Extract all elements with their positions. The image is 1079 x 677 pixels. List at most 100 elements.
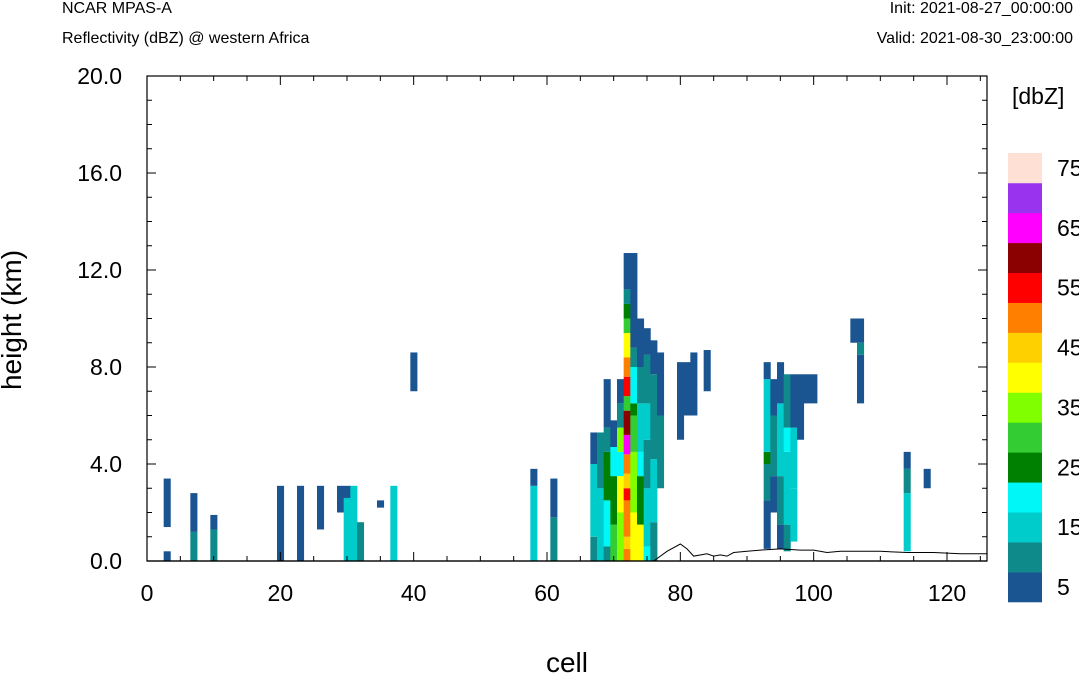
reflectivity-cell bbox=[590, 432, 598, 464]
colorbar-label: 65 bbox=[1057, 215, 1079, 241]
reflectivity-cell bbox=[850, 318, 858, 343]
colorbar-swatch bbox=[1008, 272, 1042, 303]
reflectivity-cell bbox=[703, 350, 711, 392]
reflectivity-cell bbox=[630, 415, 638, 452]
reflectivity-cell bbox=[763, 379, 771, 452]
reflectivity-cell bbox=[643, 546, 651, 561]
reflectivity-cell bbox=[650, 374, 658, 460]
reflectivity-cell bbox=[637, 524, 645, 561]
reflectivity-cell bbox=[623, 253, 631, 290]
colorbar-label: 75 bbox=[1057, 155, 1079, 181]
reflectivity-cell bbox=[623, 548, 631, 561]
reflectivity-cell bbox=[343, 485, 351, 498]
reflectivity-cell bbox=[617, 476, 625, 513]
colorbar-swatch bbox=[1008, 392, 1042, 423]
reflectivity-cell bbox=[630, 347, 638, 367]
reflectivity-cell bbox=[623, 434, 631, 455]
reflectivity-cell bbox=[623, 473, 631, 489]
reflectivity-cell bbox=[603, 500, 611, 547]
reflectivity-cell bbox=[763, 451, 771, 464]
reflectivity-cell bbox=[770, 415, 778, 477]
reflectivity-cell bbox=[350, 485, 358, 561]
x-tick-label: 20 bbox=[268, 580, 294, 606]
reflectivity-cell bbox=[617, 451, 625, 477]
reflectivity-cell bbox=[630, 367, 638, 404]
reflectivity-cell bbox=[770, 476, 778, 513]
terrain-profile bbox=[653, 543, 987, 562]
reflectivity-cell bbox=[623, 303, 631, 319]
valid-time: Valid: 2021-08-30_23:00:00 bbox=[876, 30, 1073, 47]
reflectivity-cell bbox=[610, 524, 618, 561]
reflectivity-cell bbox=[903, 493, 911, 552]
reflectivity-cell bbox=[623, 376, 631, 397]
model-name: NCAR MPAS-A bbox=[62, 0, 172, 17]
reflectivity-cell bbox=[763, 362, 771, 380]
colorbar-label: 35 bbox=[1057, 394, 1079, 420]
init-time: Init: 2021-08-27_00:00:00 bbox=[889, 0, 1073, 17]
colorbar-swatch bbox=[1008, 542, 1042, 573]
reflectivity-cell bbox=[783, 451, 791, 525]
reflectivity-cell bbox=[590, 464, 598, 537]
colorbar-swatch bbox=[1008, 512, 1042, 543]
reflectivity-cell bbox=[643, 439, 651, 489]
colorbar-title: [dbZ] bbox=[1012, 83, 1064, 109]
x-tick-label: 120 bbox=[928, 580, 966, 606]
reflectivity-cell bbox=[630, 403, 638, 416]
reflectivity-cell bbox=[637, 403, 645, 452]
reflectivity-cell bbox=[790, 374, 798, 428]
reflectivity-cell bbox=[410, 352, 418, 392]
x-tick-label: 40 bbox=[401, 580, 427, 606]
reflectivity-cell bbox=[617, 427, 625, 452]
reflectivity-cell bbox=[623, 333, 631, 358]
reflectivity-cell bbox=[623, 396, 631, 411]
y-tick-label: 12.0 bbox=[77, 257, 122, 283]
terrain-line bbox=[147, 543, 987, 562]
reflectivity-cells bbox=[163, 253, 931, 561]
colorbar-swatch bbox=[1008, 242, 1042, 274]
reflectivity-cell bbox=[337, 485, 345, 513]
y-tick-label: 20.0 bbox=[77, 63, 122, 89]
reflectivity-cell bbox=[777, 362, 785, 404]
reflectivity-cell bbox=[550, 478, 558, 518]
colorbar-swatch bbox=[1008, 212, 1042, 244]
reflectivity-cell bbox=[643, 328, 651, 355]
colorbar-swatch bbox=[1008, 332, 1042, 363]
reflectivity-cell bbox=[630, 451, 638, 513]
y-tick-label: 0.0 bbox=[90, 548, 122, 574]
reflectivity-cell bbox=[777, 403, 785, 477]
reflectivity-cell bbox=[783, 374, 791, 428]
y-tick-label: 16.0 bbox=[77, 160, 122, 186]
reflectivity-cell bbox=[163, 478, 171, 528]
reflectivity-cell bbox=[590, 536, 598, 561]
reflectivity-cell bbox=[623, 488, 631, 501]
reflectivity-cell bbox=[803, 374, 811, 404]
colorbar: 5 15 25 35 45 55 65 75 [dbZ] bbox=[1008, 83, 1079, 603]
reflectivity-cell bbox=[390, 485, 398, 561]
reflectivity-cell bbox=[210, 514, 218, 530]
reflectivity-cell bbox=[643, 354, 651, 404]
reflectivity-cell bbox=[643, 403, 651, 440]
reflectivity-cell bbox=[190, 531, 198, 561]
reflectivity-cell bbox=[550, 517, 558, 561]
reflectivity-cell bbox=[623, 536, 631, 549]
reflectivity-cell bbox=[857, 354, 865, 404]
colorbar-label: 5 bbox=[1057, 574, 1070, 600]
reflectivity-cell bbox=[763, 500, 771, 549]
x-tick-label: 80 bbox=[668, 580, 694, 606]
x-tick-label: 0 bbox=[141, 580, 154, 606]
reflectivity-cell bbox=[763, 464, 771, 501]
reflectivity-cell bbox=[857, 318, 865, 343]
reflectivity-cell bbox=[277, 485, 285, 561]
reflectivity-cell bbox=[597, 432, 605, 489]
reflectivity-cell bbox=[530, 468, 538, 486]
colorbar-label: 45 bbox=[1057, 335, 1079, 361]
reflectivity-cell bbox=[690, 352, 698, 416]
chart-title: Reflectivity (dBZ) @ western Africa bbox=[62, 30, 310, 47]
reflectivity-cell bbox=[603, 379, 611, 428]
reflectivity-cell bbox=[190, 493, 198, 532]
reflectivity-cell bbox=[777, 476, 785, 525]
reflectivity-cell bbox=[630, 253, 638, 348]
colorbar-swatch bbox=[1008, 452, 1042, 483]
reflectivity-cell bbox=[643, 488, 651, 547]
reflectivity-cell bbox=[530, 485, 538, 561]
